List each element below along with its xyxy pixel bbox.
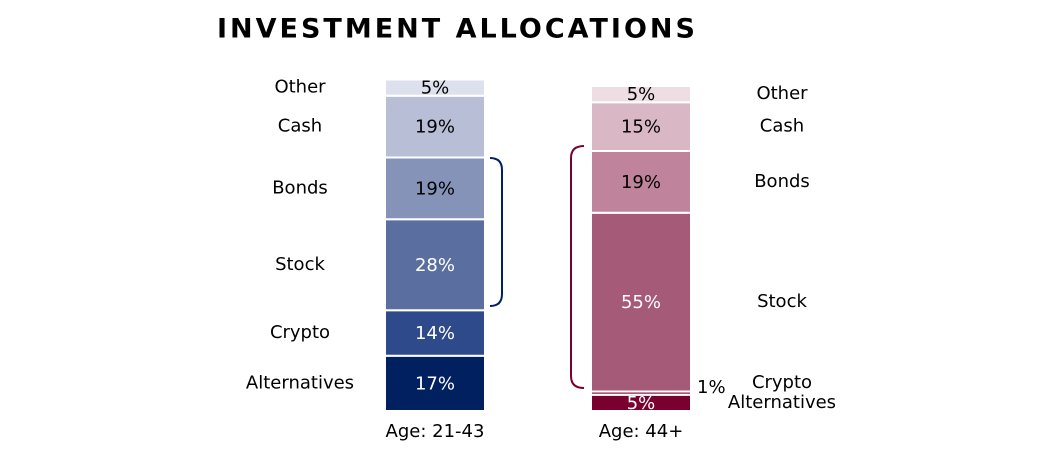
value-label: 5% bbox=[627, 84, 656, 105]
bar-segment bbox=[384, 309, 486, 357]
x-tick-label: Age: 44+ bbox=[599, 421, 684, 442]
value-label: 15% bbox=[621, 117, 661, 138]
value-label: 1% bbox=[697, 377, 726, 398]
segment-name: Other bbox=[756, 83, 808, 104]
segment-name: Stock bbox=[757, 291, 807, 312]
bar-segment bbox=[384, 354, 486, 412]
bar-segment bbox=[384, 156, 486, 221]
bar-segment bbox=[590, 85, 692, 104]
segment-name: Crypto bbox=[270, 322, 330, 343]
value-label: 19% bbox=[415, 178, 455, 199]
segment-name: Cash bbox=[760, 116, 804, 137]
value-label: 17% bbox=[415, 373, 455, 394]
value-label: 19% bbox=[621, 172, 661, 193]
segment-name: Alternatives bbox=[728, 392, 836, 413]
value-label: 14% bbox=[415, 323, 455, 344]
value-label: 5% bbox=[421, 78, 450, 99]
segment-name: Stock bbox=[275, 254, 325, 275]
segment-name: Other bbox=[274, 77, 326, 98]
bracket bbox=[570, 145, 585, 389]
bar-segment bbox=[384, 94, 486, 159]
bar-segment bbox=[590, 211, 692, 393]
value-label: 5% bbox=[627, 393, 656, 414]
chart-title: INVESTMENT ALLOCATIONS bbox=[217, 14, 698, 45]
value-label: 28% bbox=[415, 255, 455, 276]
value-label: 19% bbox=[415, 117, 455, 138]
bar-segment bbox=[590, 150, 692, 214]
bar-segment bbox=[384, 78, 486, 97]
segment-name: Alternatives bbox=[246, 372, 354, 393]
segment-name: Bonds bbox=[272, 177, 328, 198]
value-label: 55% bbox=[621, 292, 661, 313]
x-tick-label: Age: 21-43 bbox=[386, 421, 485, 442]
segment-name: Crypto bbox=[752, 372, 812, 393]
bar-segment bbox=[590, 101, 692, 152]
segment-name: Bonds bbox=[754, 171, 810, 192]
segment-name: Cash bbox=[278, 116, 322, 137]
bracket bbox=[489, 157, 503, 307]
